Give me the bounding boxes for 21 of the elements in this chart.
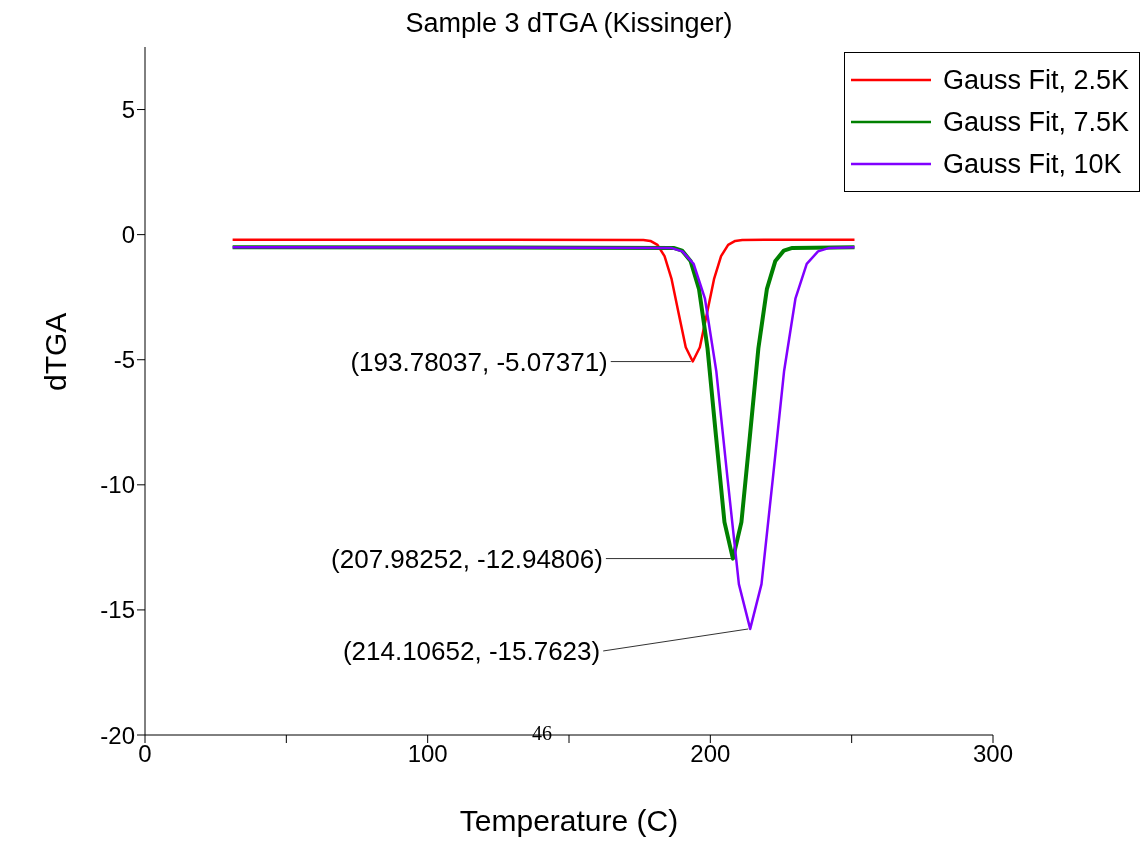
y-tick-label: -5 — [113, 346, 135, 374]
y-tick-label: -15 — [100, 596, 135, 624]
x-axis-title: Temperature (C) — [459, 804, 679, 837]
chart-title: Sample 3 dTGA (Kissinger) — [404, 8, 734, 39]
legend-label: Gauss Fit, 10K — [942, 148, 1122, 180]
annotation: (193.78037, -5.07371) — [350, 346, 608, 377]
y-tick-label: 0 — [121, 221, 135, 249]
y-tick-label: -20 — [100, 721, 135, 749]
x-tick-label: 0 — [138, 740, 152, 768]
x-tick-label: 200 — [690, 740, 731, 768]
y-axis-title: dTGA — [38, 312, 72, 391]
legend-label: Gauss Fit, 2.5K — [942, 64, 1129, 96]
annotation: 46 — [532, 722, 552, 745]
legend-label: Gauss Fit, 7.5K — [942, 106, 1129, 138]
x-tick-label: 300 — [972, 740, 1014, 768]
annotation: (214.10652, -15.7623) — [342, 635, 601, 666]
x-tick-label: 100 — [407, 740, 448, 768]
annotation: (207.98252, -12.94806) — [331, 543, 603, 574]
y-tick-label: -10 — [100, 471, 135, 499]
line-series — [231, 245, 856, 631]
y-tick-label: 5 — [121, 96, 135, 124]
